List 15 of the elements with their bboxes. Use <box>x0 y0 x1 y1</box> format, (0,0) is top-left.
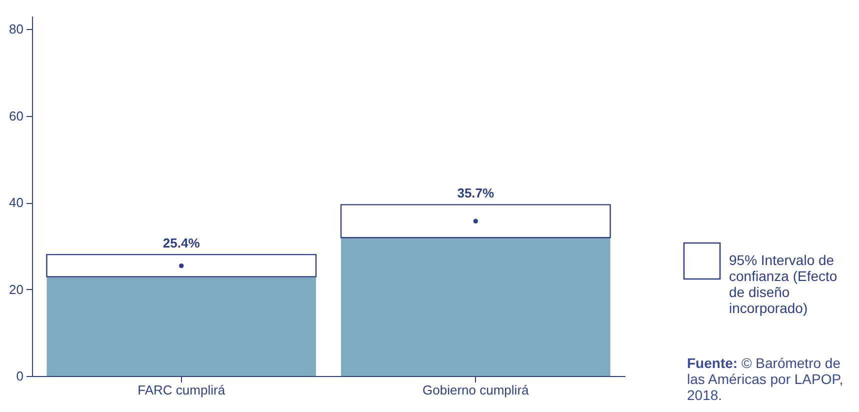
x-tick-label: FARC cumplirá <box>138 382 226 398</box>
y-tick-label: 20 <box>9 282 24 297</box>
data-label: 25.4% <box>162 236 200 251</box>
data-label: 35.7% <box>457 186 495 201</box>
bar <box>46 254 317 278</box>
y-tick-label: 40 <box>9 195 24 210</box>
y-tick-label: 60 <box>9 108 24 124</box>
y-tick-label: 80 <box>9 22 24 37</box>
source-note: Fuente: © Barómetro de las Américas por LAPOP, 2018. <box>687 355 844 403</box>
bar <box>340 204 611 238</box>
bar <box>46 276 316 376</box>
y-tick-label: 0 <box>16 368 24 384</box>
text: 95% Intervalo de confianza (Efecto de diseño incorporado) <box>729 252 838 316</box>
x-tick-label: Gobierno cumplirá <box>422 382 530 398</box>
bar <box>341 238 610 376</box>
